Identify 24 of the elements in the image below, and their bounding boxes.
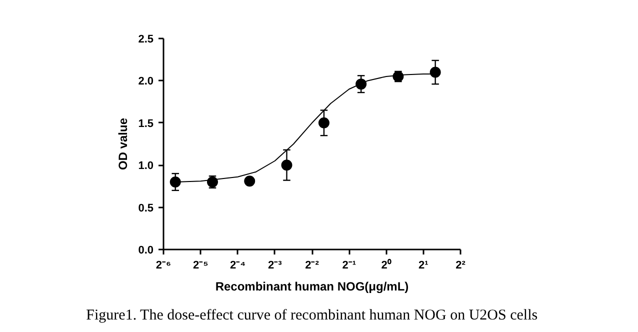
point: [170, 176, 181, 188]
y-tick-label: 2.5: [138, 34, 154, 46]
x-tick-label: 2¹: [418, 260, 429, 272]
x-tick-label: 2²: [456, 260, 466, 272]
x-tick-label: 2⁻³: [268, 260, 282, 272]
point: [356, 78, 367, 90]
point: [244, 176, 256, 187]
y-tick-label: 2.0: [138, 76, 154, 88]
x-tick-label: 2⁰: [381, 258, 392, 272]
x-axis-title: Recombinant human NOG(μg/mL): [215, 280, 409, 294]
x-tick-label: 2⁻²: [305, 260, 320, 272]
caption: Figure1. The dose-effect curve of recombinant human NOG on U2OS cells: [86, 308, 538, 324]
y-tick-label: 0.5: [138, 202, 154, 214]
y-tick-label: 0.0: [138, 244, 154, 256]
point: [318, 117, 330, 128]
y-tick-label: 1.5: [138, 118, 154, 130]
x-tick-label: 2⁻⁵: [192, 260, 208, 272]
point: [430, 66, 441, 78]
x-tick-label: 2⁻⁴: [230, 260, 246, 272]
x-tick-label: 2⁻¹: [342, 260, 356, 272]
y-tick-label: 1.0: [138, 160, 154, 172]
y-axis-title: OD value: [116, 118, 130, 170]
x-tick-label: 2⁻⁶: [156, 260, 172, 272]
point: [281, 160, 292, 171]
